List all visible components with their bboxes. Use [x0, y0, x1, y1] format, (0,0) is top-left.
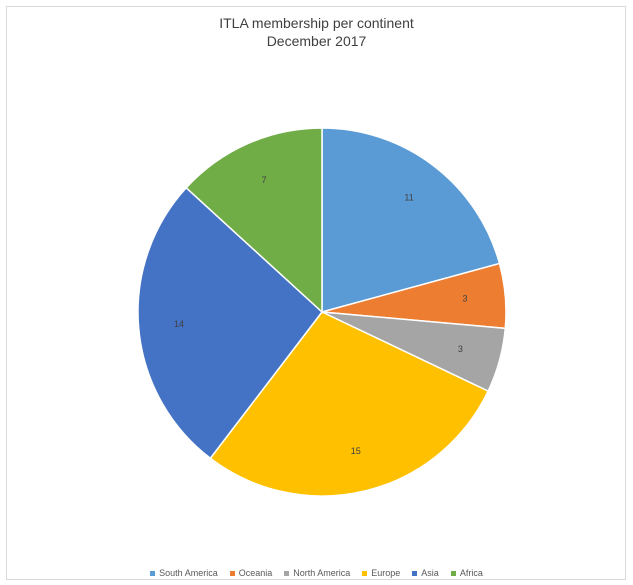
- pie-slice-asia: [137, 186, 324, 460]
- legend-item-africa: Africa: [450, 567, 483, 579]
- data-label-north-america: 3: [458, 344, 463, 354]
- legend-swatch: [450, 570, 456, 576]
- legend-swatch: [362, 570, 368, 576]
- legend-label: Africa: [459, 568, 483, 578]
- chart-subtitle: December 2017: [266, 33, 367, 49]
- legend-item-europe: Europe: [362, 567, 400, 579]
- legend-swatch: [412, 570, 418, 576]
- legend-item-north-america: North America: [284, 567, 350, 579]
- data-label-oceania: 3: [462, 294, 467, 304]
- legend-label: North America: [293, 568, 351, 578]
- pie-slice-europe: [209, 311, 490, 497]
- chart-title-block: ITLA membership per continent December 2…: [0, 14, 633, 50]
- legend-swatch: [150, 570, 156, 576]
- legend-item-oceania: Oceania: [229, 567, 273, 579]
- legend-label: Asia: [421, 568, 439, 578]
- data-label-south-america: 11: [404, 192, 413, 202]
- chart-title: ITLA membership per continent: [219, 15, 414, 31]
- legend-label: Oceania: [238, 568, 273, 578]
- legend-swatch: [284, 570, 290, 576]
- legend-item-south-america: South America: [150, 567, 218, 579]
- pie-slice-south-america: [321, 127, 501, 313]
- legend-label: Europe: [371, 568, 401, 578]
- data-label-asia: 14: [174, 319, 184, 329]
- chart-legend: South America Oceania North America Europe A…: [0, 567, 633, 579]
- pie-slice-africa: [185, 127, 323, 314]
- legend-item-asia: Asia: [412, 567, 439, 579]
- legend-label: South America: [159, 568, 218, 578]
- data-label-europe: 15: [351, 446, 361, 456]
- legend-swatch: [229, 570, 235, 576]
- data-label-africa: 7: [262, 175, 267, 185]
